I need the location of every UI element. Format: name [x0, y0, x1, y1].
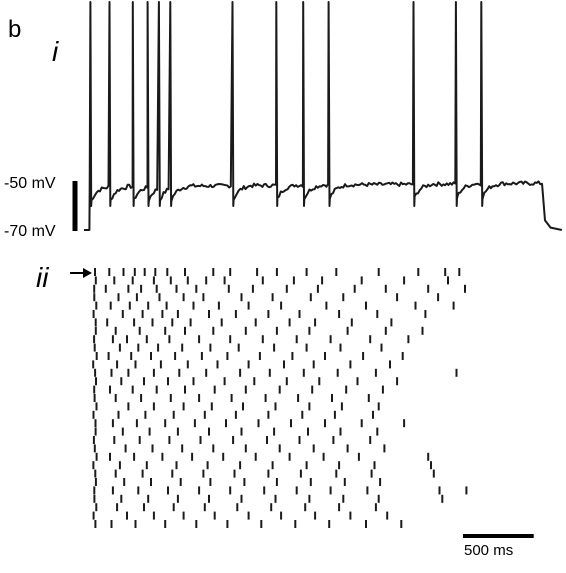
- voltage-label-minus-50: -50 mV: [4, 175, 56, 192]
- voltage-trace-panel: [72, 1, 563, 231]
- membrane-potential-trace: [84, 1, 563, 231]
- subpanel-ii-label: ii: [36, 262, 49, 293]
- time-scale-label: 500 ms: [464, 542, 514, 559]
- trial-arrow-icon: [83, 268, 92, 278]
- subpanel-i-label: i: [52, 36, 59, 67]
- spike-raster-panel: [70, 268, 534, 538]
- panel-label: b: [8, 16, 22, 43]
- voltage-label-minus-70: -70 mV: [4, 223, 56, 240]
